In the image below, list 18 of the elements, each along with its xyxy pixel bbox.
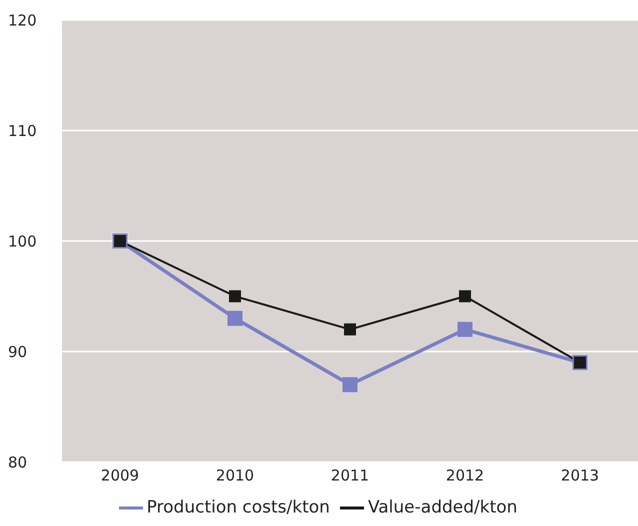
y-tick-label: 110 [8,122,37,140]
point [344,323,356,336]
point [228,310,242,326]
x-tick-label: 2009 [100,466,140,485]
y-tick-label: 100 [8,232,37,250]
point [342,377,358,392]
point [229,290,241,302]
y-tick-label: 90 [8,342,28,361]
point [459,290,471,302]
legend-label: Value-added/kton [368,498,518,518]
y-tick-label: 80 [8,453,28,472]
x-tick-label: 2012 [446,466,484,485]
x-tick-label: 2013 [560,466,600,485]
x-tick-label: 2011 [330,466,370,485]
legend-label: Production costs/kton [146,498,330,518]
y-tick-label: 120 [8,11,37,30]
x-tick-label: 2010 [216,466,254,485]
point [458,322,472,337]
